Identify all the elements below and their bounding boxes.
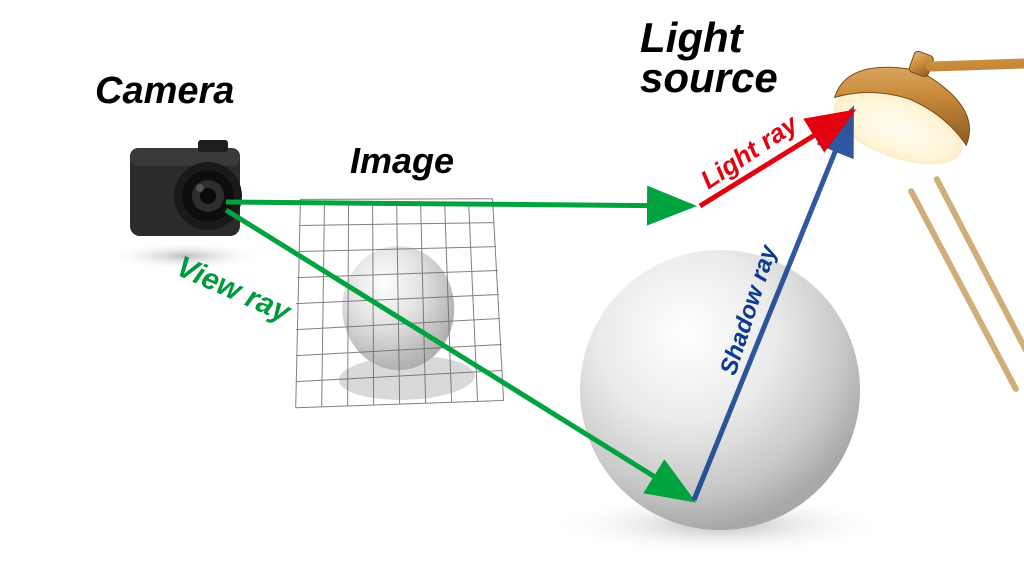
image-sphere bbox=[340, 244, 456, 372]
label-light-ray: Light ray bbox=[695, 109, 803, 196]
label-light-source: Light source bbox=[640, 18, 778, 98]
view-ray-bottom bbox=[226, 210, 692, 500]
label-shadow-ray: Shadow ray bbox=[715, 242, 783, 379]
view-ray-top bbox=[226, 202, 692, 206]
label-view-ray: View ray bbox=[171, 250, 295, 330]
image-plane bbox=[288, 193, 503, 408]
scene-sphere bbox=[580, 250, 860, 530]
label-camera: Camera bbox=[95, 70, 234, 113]
lamp bbox=[762, 0, 1024, 396]
label-image: Image bbox=[350, 140, 454, 182]
sphere-floor-shadow bbox=[550, 495, 890, 555]
